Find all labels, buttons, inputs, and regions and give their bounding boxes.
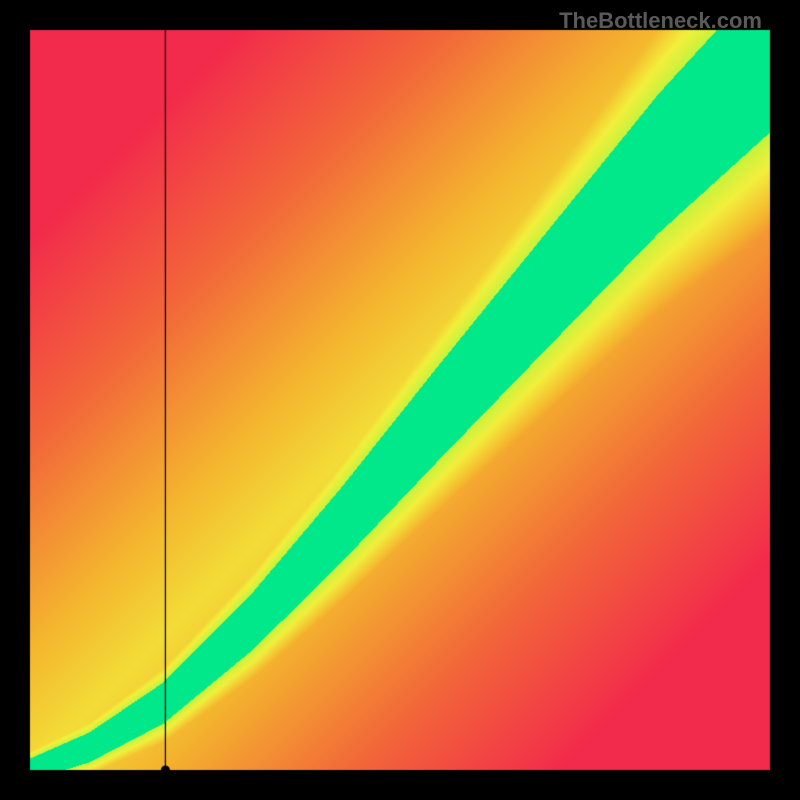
watermark-text: TheBottleneck.com [559,8,762,34]
bottleneck-heatmap [0,0,800,800]
chart-container: TheBottleneck.com [0,0,800,800]
